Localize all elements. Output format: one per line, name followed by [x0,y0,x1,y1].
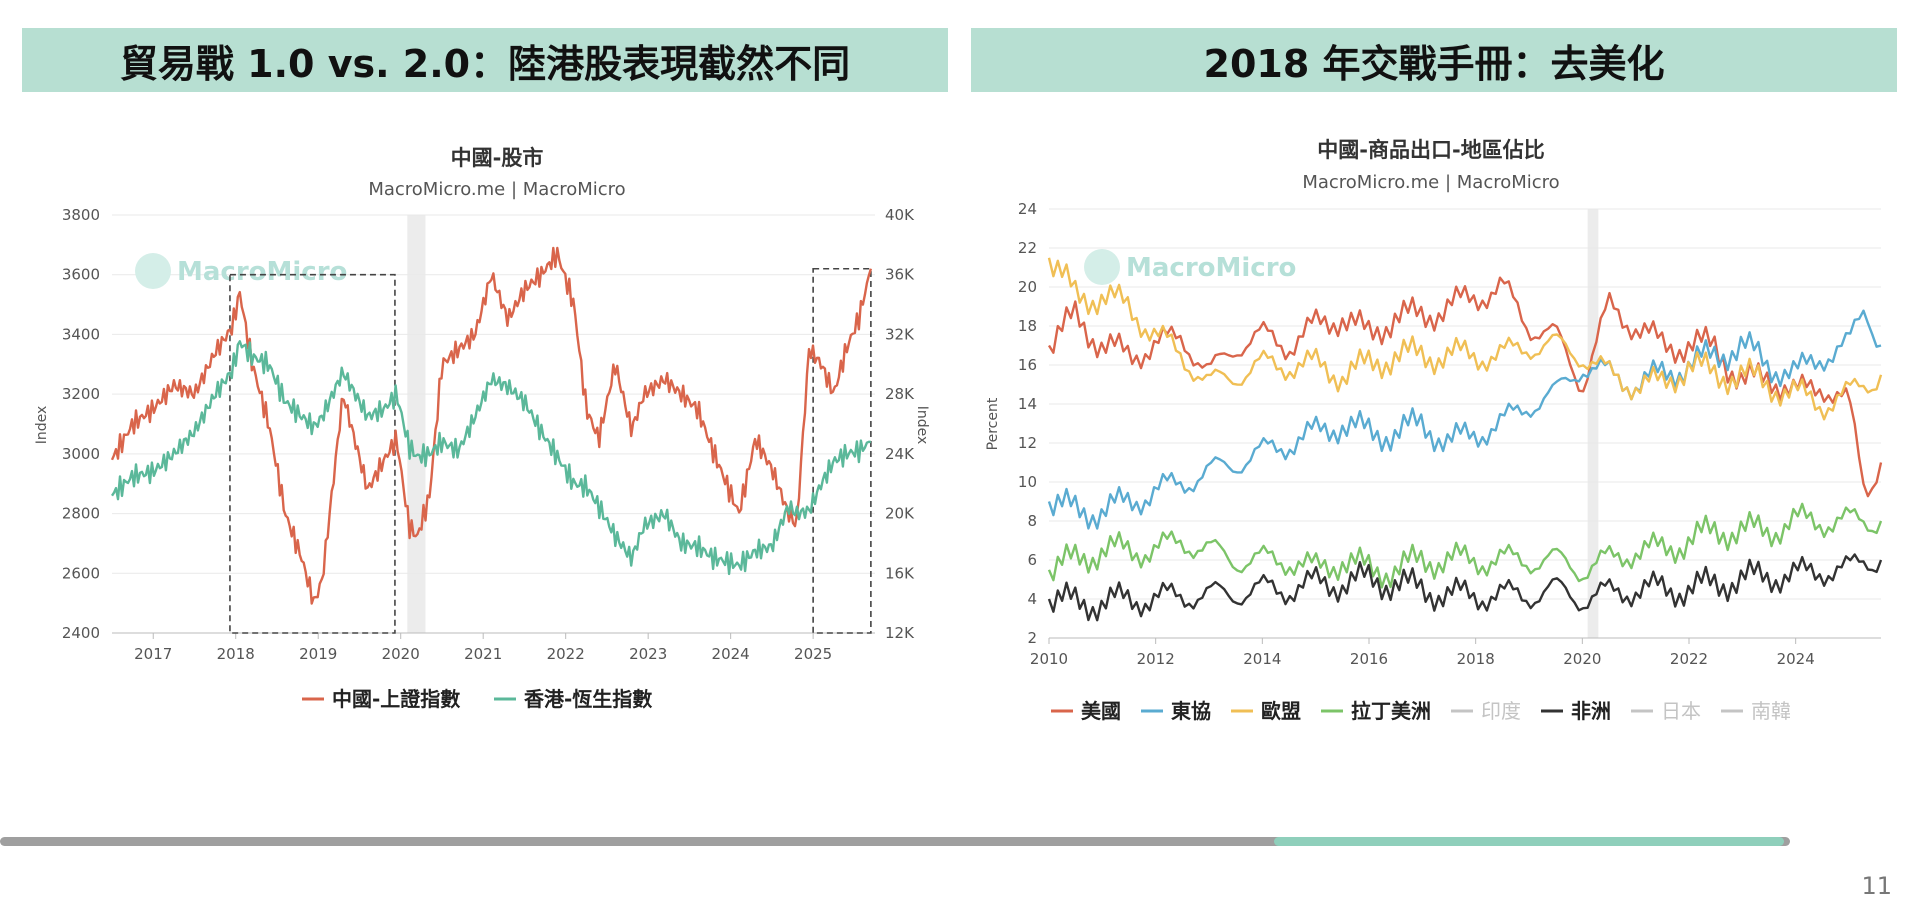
x-tick-label: 2025 [794,645,832,663]
series-line-0 [110,246,873,605]
legend-item: 東協 [1171,699,1211,723]
y-tick-label: 14 [1018,395,1037,413]
series-line-5 [1047,553,1883,622]
y-tick-label: 6 [1027,551,1037,569]
y-tick-label: 2800 [62,505,100,523]
y-tick-label: 3600 [62,266,100,284]
y-tick-label: 2600 [62,564,100,582]
y2-tick-label: 40K [885,206,915,224]
progress-fill [1274,837,1784,846]
x-tick-label: 2019 [299,645,337,663]
watermark: MacroMicro [1126,253,1296,283]
y-tick-label: 12 [1018,434,1037,452]
left-section-title: 貿易戰 1.0 vs. 2.0：陸港股表現截然不同 [22,28,948,92]
shaded-band [1587,209,1599,638]
x-tick-label: 2020 [1563,650,1601,668]
watermark-logo [1084,249,1120,285]
series-line-2 [1047,257,1883,421]
watermark-logo [135,253,171,289]
legend-item: 印度 [1481,699,1521,723]
page-number: 11 [1861,872,1892,900]
x-tick-label: 2018 [217,645,255,663]
y-tick-label: 18 [1018,317,1037,335]
progress-track [0,837,1790,846]
x-tick-label: 2017 [134,645,172,663]
x-tick-label: 2024 [1777,650,1815,668]
x-tick-label: 2016 [1350,650,1388,668]
chart-title: 中國-商品出口-地區佔比 [1317,138,1544,162]
x-tick-label: 2024 [712,645,750,663]
watermark: MacroMicro [177,257,347,287]
chart-title: 中國-股市 [451,146,544,170]
x-tick-label: 2018 [1457,650,1495,668]
y2-tick-label: 20K [885,505,915,523]
y-tick-label: 3800 [62,206,100,224]
y2-tick-label: 36K [885,266,915,284]
legend-item: 日本 [1661,699,1701,723]
x-tick-label: 2014 [1243,650,1281,668]
x-tick-label: 2012 [1137,650,1175,668]
y-tick-label: 24 [1018,200,1037,218]
y-tick-label: 4 [1027,590,1037,608]
highlight-box [229,273,396,634]
y-tick-label: 3400 [62,325,100,343]
y-tick-label: 10 [1018,473,1037,491]
right-section-title: 2018 年交戰手冊：去美化 [971,28,1897,92]
legend-item: 中國-上證指數 [332,687,460,711]
x-tick-label: 2022 [547,645,585,663]
y-axis-label: Percent [985,397,1001,450]
legend-item: 拉丁美洲 [1351,699,1431,723]
y-tick-label: 22 [1018,239,1037,257]
y-tick-label: 20 [1018,278,1037,296]
x-tick-label: 2020 [382,645,420,663]
export-share-chart: 中國-商品出口-地區佔比 MacroMicro.me | MacroMicro … [985,138,1883,723]
chart-subtitle: MacroMicro.me | MacroMicro [368,179,625,200]
legend-item: 非洲 [1571,699,1611,723]
legend-item: 歐盟 [1261,699,1301,723]
legend-item: 南韓 [1751,699,1791,723]
series-line-1 [111,340,871,576]
y2-tick-label: 12K [885,624,915,642]
y2-tick-label: 16K [885,564,915,582]
y-tick-label: 8 [1027,512,1037,530]
y2-tick-label: 28K [885,385,915,403]
legend-item: 美國 [1081,699,1121,723]
series-line-1 [1047,309,1882,530]
y-tick-label: 2400 [62,624,100,642]
y-axis-label: Index [34,406,50,445]
y2-tick-label: 32K [885,325,915,343]
x-tick-label: 2022 [1670,650,1708,668]
legend-item: 香港-恆生指數 [524,687,652,711]
y2-tick-label: 24K [885,445,915,463]
highlight-box [812,267,872,634]
x-tick-label: 2023 [629,645,667,663]
x-tick-label: 2010 [1030,650,1068,668]
y-tick-label: 3200 [62,385,100,403]
china-stock-chart: 中國-股市 MacroMicro.me | MacroMicro Index I… [34,146,930,711]
y-tick-label: 16 [1018,356,1037,374]
series-line-0 [1047,276,1883,498]
y-tick-label: 3000 [62,445,100,463]
x-tick-label: 2021 [464,645,502,663]
y2-axis-label: Index [914,406,930,445]
series-line-3 [1047,502,1883,589]
y-tick-label: 2 [1027,629,1037,647]
shaded-band [407,215,426,633]
chart-subtitle: MacroMicro.me | MacroMicro [1302,172,1559,193]
